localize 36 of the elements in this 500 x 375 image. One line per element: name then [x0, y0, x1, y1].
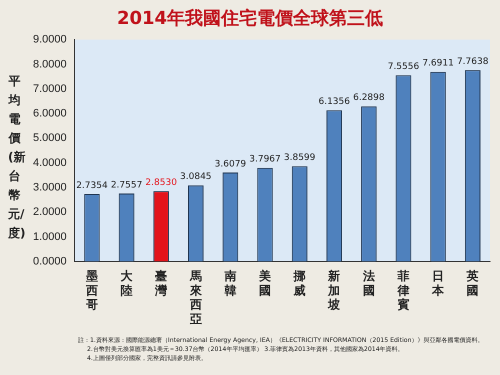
y-tick-label: 8.0000 — [32, 58, 67, 70]
x-tick-label: 挪威 — [292, 268, 306, 298]
data-label: 6.1356 — [318, 97, 350, 108]
data-label: 7.7638 — [456, 56, 489, 67]
y-tick-label: 6.0000 — [32, 108, 67, 120]
x-tick-label: 馬來西亞 — [188, 268, 203, 326]
data-label: 6.2898 — [353, 93, 385, 104]
y-tick-label: 9.0000 — [32, 34, 67, 46]
y-tick-label: 4.0000 — [32, 156, 67, 169]
y-tick-label: 2.0000 — [32, 206, 67, 218]
data-label: 3.6079 — [214, 159, 246, 170]
x-tick-label: 大陸 — [120, 268, 134, 298]
x-tick-label: 美國 — [258, 268, 272, 298]
data-label: 3.0845 — [180, 172, 212, 182]
y-tick-label: 7.0000 — [32, 82, 67, 95]
x-tick-label: 日本 — [431, 268, 446, 298]
chart-title: 2014年我國住宅電價全球第三低 — [116, 7, 384, 30]
x-tick-label: 法國 — [362, 268, 375, 298]
y-tick-label: 3.0000 — [32, 182, 67, 194]
text: 平均電價(新台幣元/度) — [8, 74, 26, 240]
data-label: 7.6911 — [422, 58, 454, 69]
data-label: 3.7967 — [249, 154, 281, 165]
y-tick-label: 5.0000 — [32, 132, 67, 144]
data-label: 2.8530 — [145, 178, 178, 188]
x-tick-label: 南韓 — [223, 268, 236, 298]
y-tick-label: 0.0000 — [32, 255, 67, 268]
x-tick-label: 臺灣 — [154, 268, 168, 298]
x-tick-label: 墨西哥 — [84, 268, 98, 312]
x-tick-label: 菲律賓 — [396, 268, 410, 312]
data-label: 7.5556 — [388, 62, 420, 72]
data-label: 2.7557 — [110, 180, 142, 190]
x-tick-label: 新加坡 — [327, 268, 342, 312]
y-tick-label: 1.0000 — [32, 230, 67, 243]
x-tick-label: 英國 — [466, 268, 479, 298]
data-label: 2.7354 — [76, 180, 108, 191]
data-label: 3.8599 — [284, 153, 316, 164]
